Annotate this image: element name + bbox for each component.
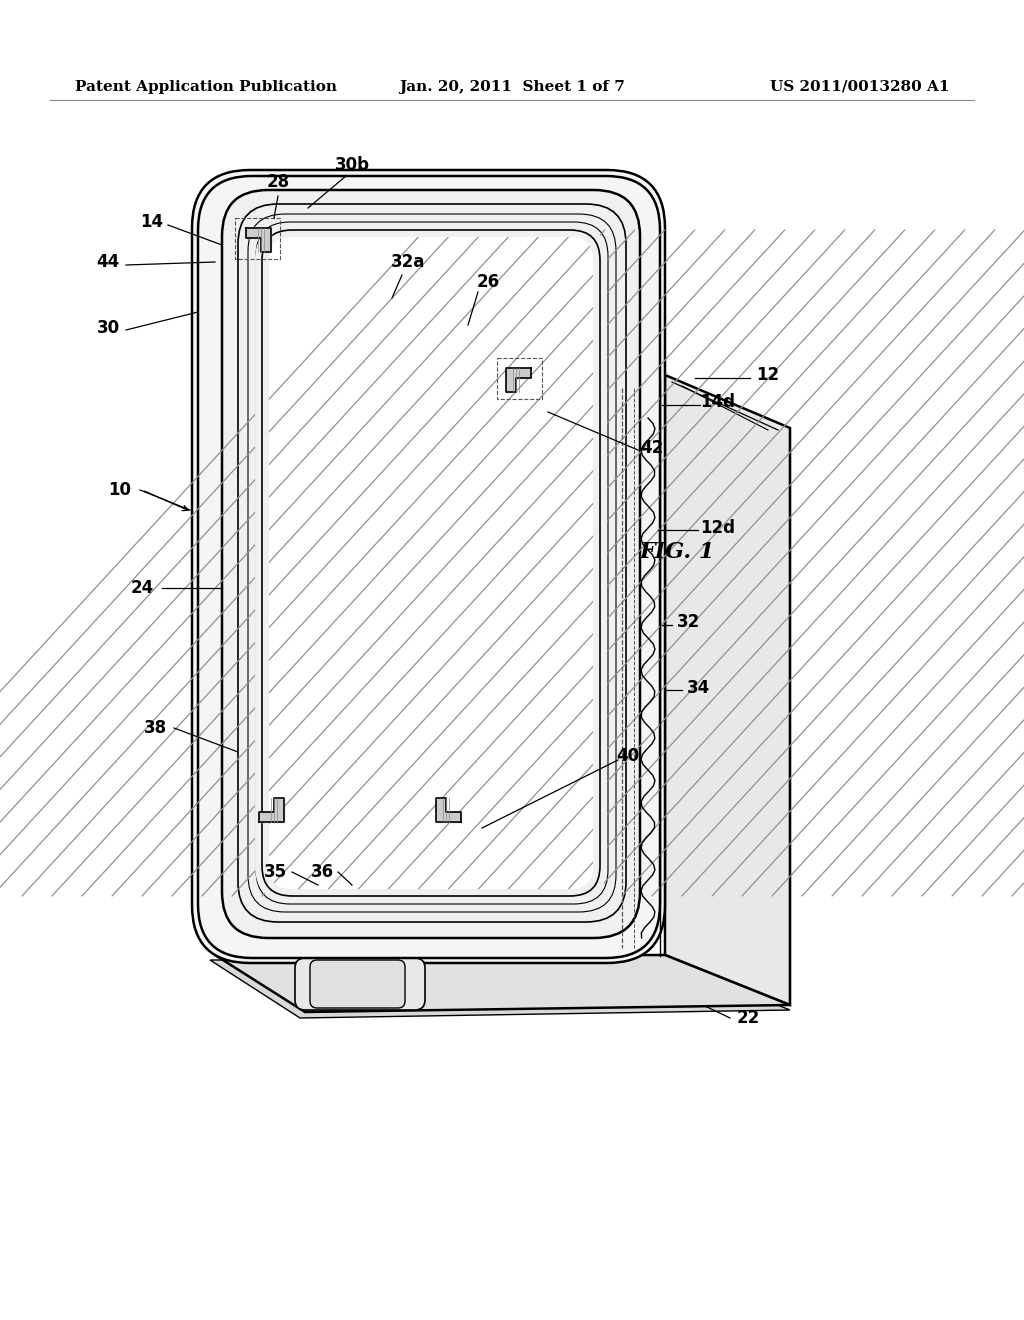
Text: 36: 36: [310, 863, 334, 880]
Text: Patent Application Publication: Patent Application Publication: [75, 81, 337, 94]
Text: 30: 30: [96, 319, 120, 337]
Text: 40: 40: [616, 747, 640, 766]
Text: 26: 26: [476, 273, 500, 290]
Text: 32a: 32a: [391, 253, 425, 271]
Text: 35: 35: [263, 863, 287, 880]
Text: 12: 12: [757, 366, 779, 384]
Text: FIG. 1: FIG. 1: [640, 541, 716, 564]
Text: Jan. 20, 2011  Sheet 1 of 7: Jan. 20, 2011 Sheet 1 of 7: [399, 81, 625, 94]
FancyBboxPatch shape: [222, 190, 640, 939]
Text: 14: 14: [140, 213, 164, 231]
FancyBboxPatch shape: [295, 958, 425, 1010]
Polygon shape: [259, 799, 285, 821]
Text: 44: 44: [96, 253, 120, 271]
Text: 14d: 14d: [700, 393, 735, 411]
Text: 32: 32: [677, 612, 699, 631]
Text: 42: 42: [640, 440, 664, 457]
Text: 22: 22: [736, 1008, 760, 1027]
Polygon shape: [436, 799, 461, 821]
Text: 30b: 30b: [335, 156, 370, 174]
FancyBboxPatch shape: [193, 170, 665, 964]
Polygon shape: [246, 228, 271, 252]
Text: 34: 34: [686, 678, 710, 697]
Polygon shape: [506, 368, 531, 392]
Polygon shape: [665, 375, 790, 1005]
Polygon shape: [215, 954, 790, 1012]
Text: US 2011/0013280 A1: US 2011/0013280 A1: [770, 81, 950, 94]
Text: 38: 38: [143, 719, 167, 737]
Text: 10: 10: [109, 480, 131, 499]
Text: 12d: 12d: [700, 519, 735, 537]
FancyBboxPatch shape: [262, 230, 600, 896]
Polygon shape: [210, 960, 790, 1018]
Text: 28: 28: [266, 173, 290, 191]
Text: 24: 24: [130, 579, 154, 597]
FancyBboxPatch shape: [310, 960, 406, 1008]
